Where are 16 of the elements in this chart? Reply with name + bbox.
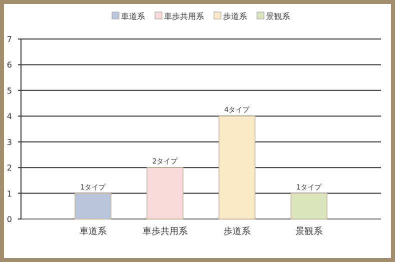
y-tick-label: 1 (6, 189, 12, 198)
y-tick-label: 0 (6, 215, 12, 224)
x-tick-label: 景観系 (296, 226, 322, 237)
legend-label: 車道系 (121, 12, 145, 21)
x-tick-label: 車道系 (80, 226, 106, 237)
x-tick-label: 歩道系 (224, 226, 250, 237)
y-tick-label: 4 (6, 112, 12, 122)
legend-label: 歩道系 (223, 12, 247, 21)
y-tick-label: 6 (6, 60, 12, 70)
y-tick-label: 2 (6, 164, 12, 173)
y-tick-label: 7 (6, 35, 12, 44)
y-tick-label: 5 (6, 86, 12, 96)
legend-label: 車歩共用系 (164, 12, 204, 21)
x-tick-label: 車歩共用系 (142, 226, 188, 237)
legend-label: 景観系 (266, 12, 290, 21)
y-tick-label: 3 (6, 138, 12, 147)
